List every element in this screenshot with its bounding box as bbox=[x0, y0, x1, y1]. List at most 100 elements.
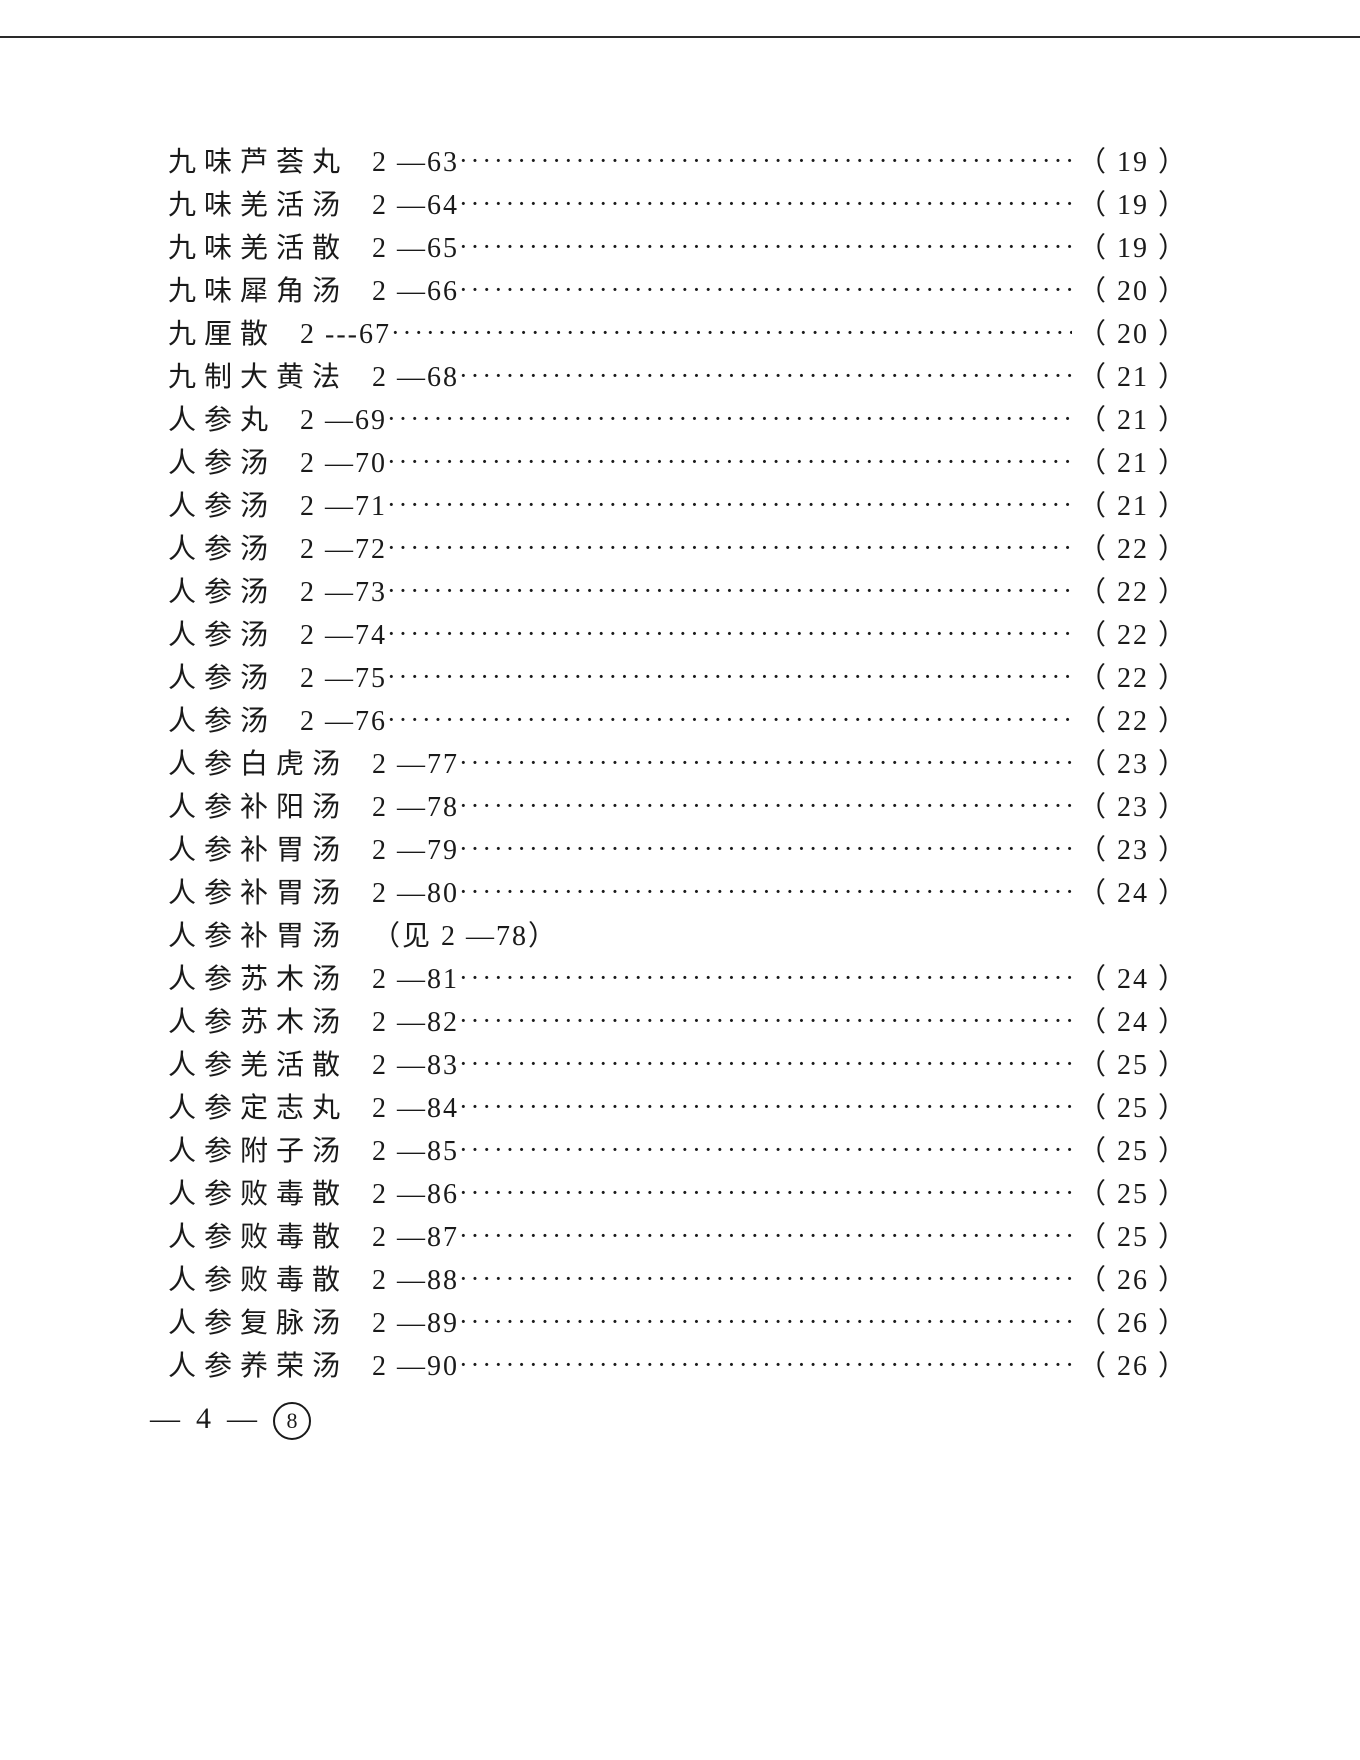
entry-page: （ 22 ） bbox=[1078, 656, 1188, 696]
entry-page: （ 26 ） bbox=[1078, 1344, 1188, 1384]
entry-leader: ········································… bbox=[459, 877, 1072, 907]
entry-name: 人参补阳汤 bbox=[168, 785, 348, 825]
footer-page-number: 4 bbox=[196, 1402, 217, 1436]
entry-name: 人参汤 bbox=[168, 699, 276, 739]
entry-page: （ 19 ） bbox=[1078, 140, 1188, 180]
entry-ref: 2 —72 bbox=[300, 534, 387, 566]
entry-page: （ 19 ） bbox=[1078, 183, 1188, 223]
entry-name: 人参汤 bbox=[168, 570, 276, 610]
entry-ref: 2 —75 bbox=[300, 663, 387, 695]
entry-page: （ 21 ） bbox=[1078, 484, 1188, 524]
entry-page: （ 25 ） bbox=[1078, 1043, 1188, 1083]
index-entry: 人参汤 2 —75································… bbox=[168, 656, 1188, 699]
entry-ref: 2 —79 bbox=[372, 835, 459, 867]
index-entry: 人参补阳汤 2 —78······························… bbox=[168, 785, 1188, 828]
entry-page: （ 22 ） bbox=[1078, 570, 1188, 610]
index-entry: 人参养荣汤2 —90······························… bbox=[168, 1344, 1188, 1387]
index-entry: 人参复脉汤2 —89······························… bbox=[168, 1301, 1188, 1344]
entry-ref: 2 —81 bbox=[372, 964, 459, 996]
index-entry: 人参败毒散2 —86······························… bbox=[168, 1172, 1188, 1215]
entry-ref: 2 —70 bbox=[300, 448, 387, 480]
index-entry: 人参羌活散 2 —83······························… bbox=[168, 1043, 1188, 1086]
index-entry: 九味羌活散 2 —65······························… bbox=[168, 226, 1188, 269]
entry-name: 人参丸 bbox=[168, 398, 276, 438]
entry-ref: 2 —89 bbox=[372, 1308, 459, 1340]
entry-name: 人参败毒散 bbox=[168, 1258, 348, 1298]
entry-leader: ········································… bbox=[459, 232, 1072, 262]
index-entry: 人参败毒散2 —88······························… bbox=[168, 1258, 1188, 1301]
entry-leader: ········································… bbox=[387, 404, 1072, 434]
entry-leader: ········································… bbox=[459, 791, 1072, 821]
index-entry: 人参败毒散2 —87······························… bbox=[168, 1215, 1188, 1258]
entry-leader: ········································… bbox=[459, 189, 1072, 219]
entry-leader: ········································… bbox=[459, 748, 1072, 778]
entry-ref: （见 2 —78） bbox=[372, 914, 558, 954]
entry-name: 九味犀角汤 bbox=[168, 269, 348, 309]
entry-ref: 2 —73 bbox=[300, 577, 387, 609]
entry-ref: 2 —64 bbox=[372, 190, 459, 222]
entry-page: （ 19 ） bbox=[1078, 226, 1188, 266]
entry-ref: 2 —86 bbox=[372, 1179, 459, 1211]
entry-name: 九味羌活汤 bbox=[168, 183, 348, 223]
entry-name: 人参汤 bbox=[168, 441, 276, 481]
index-entry: 人参汤2 —76································… bbox=[168, 699, 1188, 742]
index-entry: 人参苏木汤2 —82······························… bbox=[168, 1000, 1188, 1043]
entry-ref: 2 —83 bbox=[372, 1050, 459, 1082]
entry-leader: ········································… bbox=[459, 1264, 1072, 1294]
entry-leader: ········································… bbox=[459, 1135, 1072, 1165]
entry-name: 人参养荣汤 bbox=[168, 1344, 348, 1384]
entry-leader: ········································… bbox=[391, 318, 1072, 348]
index-entry: 人参苏木汤2 —81······························… bbox=[168, 957, 1188, 1000]
entry-leader: ········································… bbox=[459, 1178, 1072, 1208]
entry-ref: 2 —80 bbox=[372, 878, 459, 910]
entry-page: （ 25 ） bbox=[1078, 1086, 1188, 1126]
entry-ref: 2 —78 bbox=[372, 792, 459, 824]
entry-ref: 2 —63 bbox=[372, 147, 459, 179]
index-entry: 人参补胃汤（见 2 —78） bbox=[168, 914, 1188, 957]
entry-ref: 2 —82 bbox=[372, 1007, 459, 1039]
top-rule bbox=[0, 36, 1360, 38]
entry-page: （ 21 ） bbox=[1078, 355, 1188, 395]
entry-name: 人参补胃汤 bbox=[168, 871, 348, 911]
entry-ref: 2 —84 bbox=[372, 1093, 459, 1125]
entry-name: 人参复脉汤 bbox=[168, 1301, 348, 1341]
entry-ref: 2 ---67 bbox=[300, 319, 391, 351]
entry-name: 人参苏木汤 bbox=[168, 1000, 348, 1040]
entry-page: （ 21 ） bbox=[1078, 398, 1188, 438]
entry-leader: ········································… bbox=[459, 1350, 1072, 1380]
entry-name: 人参羌活散 bbox=[168, 1043, 348, 1083]
entry-name: 人参汤 bbox=[168, 656, 276, 696]
entry-ref: 2 —65 bbox=[372, 233, 459, 265]
entry-page: （ 23 ） bbox=[1078, 742, 1188, 782]
index-entry: 人参汤2 —74································… bbox=[168, 613, 1188, 656]
index-entry: 人参附子汤2 —85······························… bbox=[168, 1129, 1188, 1172]
index-entry: 九味羌活汤 2 —64······························… bbox=[168, 183, 1188, 226]
entry-name: 九味芦荟丸 bbox=[168, 140, 348, 180]
footer-dash-right: — bbox=[227, 1402, 263, 1436]
entry-leader: ········································… bbox=[387, 705, 1072, 735]
entry-ref: 2 —66 bbox=[372, 276, 459, 308]
entry-page: （ 20 ） bbox=[1078, 269, 1188, 309]
page: 九味芦荟丸2 —63······························… bbox=[0, 0, 1360, 1760]
entry-leader: ········································… bbox=[387, 662, 1072, 692]
entry-page: （ 20 ） bbox=[1078, 312, 1188, 352]
entry-name: 人参定志丸 bbox=[168, 1086, 348, 1126]
entry-leader: ········································… bbox=[459, 1221, 1072, 1251]
entry-page: （ 22 ） bbox=[1078, 613, 1188, 653]
entry-leader: ········································… bbox=[459, 1049, 1072, 1079]
entry-name: 九味羌活散 bbox=[168, 226, 348, 266]
entry-page: （ 25 ） bbox=[1078, 1129, 1188, 1169]
entry-leader: ········································… bbox=[459, 834, 1072, 864]
index-entry: 人参汤 2 —70································… bbox=[168, 441, 1188, 484]
entry-leader: ········································… bbox=[459, 1092, 1072, 1122]
index-list: 九味芦荟丸2 —63······························… bbox=[168, 140, 1188, 1387]
entry-leader: ········································… bbox=[459, 361, 1072, 391]
entry-leader: ········································… bbox=[387, 490, 1072, 520]
entry-leader: ········································… bbox=[387, 576, 1072, 606]
entry-name: 人参苏木汤 bbox=[168, 957, 348, 997]
entry-leader: ········································… bbox=[387, 447, 1072, 477]
entry-name: 人参汤 bbox=[168, 484, 276, 524]
entry-name: 人参补胃汤 bbox=[168, 828, 348, 868]
index-entry: 人参白虎汤2 —77······························… bbox=[168, 742, 1188, 785]
index-entry: 人参汤2 —71································… bbox=[168, 484, 1188, 527]
